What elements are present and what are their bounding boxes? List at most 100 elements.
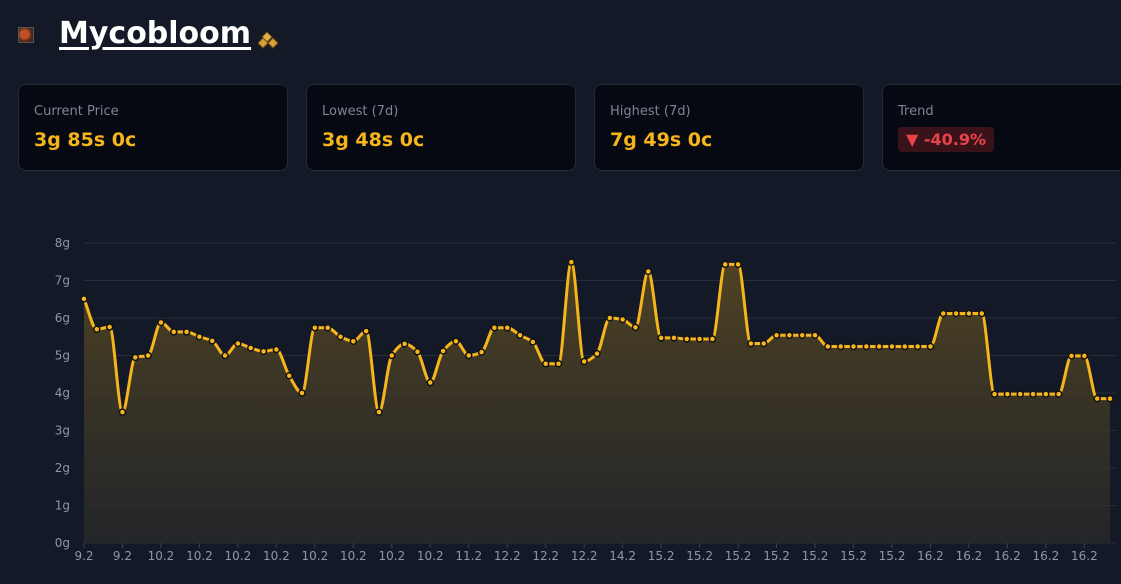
x-tick-label: 9.2 (74, 549, 93, 563)
data-point[interactable] (452, 337, 460, 345)
stat-card-highest: Highest (7d) 7g 49s 0c (594, 84, 864, 171)
data-point[interactable] (298, 389, 306, 397)
data-point[interactable] (1093, 394, 1101, 403)
data-point[interactable] (657, 334, 665, 342)
data-point[interactable] (888, 342, 896, 351)
data-point[interactable] (798, 331, 806, 339)
data-point[interactable] (311, 324, 319, 332)
data-point[interactable] (144, 351, 152, 360)
data-point[interactable] (1003, 390, 1012, 398)
data-point[interactable] (670, 334, 678, 342)
data-point[interactable] (836, 342, 845, 351)
data-point[interactable] (939, 309, 948, 318)
stat-value: 7g 49s 0c (610, 129, 713, 151)
data-point[interactable] (593, 349, 601, 358)
data-point[interactable] (477, 348, 486, 356)
data-point[interactable] (952, 309, 960, 318)
data-point[interactable] (362, 327, 370, 335)
data-point[interactable] (965, 309, 973, 318)
data-point[interactable] (221, 351, 229, 360)
data-point[interactable] (683, 335, 691, 343)
data-point[interactable] (580, 357, 588, 366)
data-point[interactable] (1080, 352, 1089, 360)
data-point[interactable] (490, 324, 499, 332)
data-point[interactable] (849, 342, 858, 351)
data-point[interactable] (811, 331, 819, 339)
data-point[interactable] (824, 342, 832, 351)
data-point[interactable] (1042, 390, 1050, 398)
data-point[interactable] (93, 325, 101, 333)
data-point[interactable] (208, 337, 216, 345)
stat-card-lowest: Lowest (7d) 3g 48s 0c (306, 84, 576, 171)
data-point[interactable] (695, 335, 704, 343)
data-point[interactable] (349, 337, 358, 345)
x-tick-label: 10.2 (301, 549, 328, 563)
data-point[interactable] (388, 351, 396, 360)
data-point[interactable] (465, 351, 473, 360)
data-point[interactable] (503, 324, 511, 332)
data-point[interactable] (541, 360, 550, 368)
x-tick-label: 16.2 (917, 549, 944, 563)
data-point[interactable] (990, 390, 999, 398)
data-point[interactable] (259, 347, 268, 356)
data-point[interactable] (375, 408, 383, 416)
data-point[interactable] (1016, 390, 1024, 398)
x-tick-label: 14.2 (609, 549, 636, 563)
data-point[interactable] (118, 408, 127, 416)
data-point[interactable] (554, 360, 563, 368)
x-tick-label: 10.2 (186, 549, 213, 563)
stat-value: 3g 85s 0c (34, 129, 137, 151)
item-title[interactable]: Mycobloom (59, 16, 252, 51)
data-point[interactable] (785, 331, 794, 339)
data-point[interactable] (131, 353, 140, 362)
data-point[interactable] (234, 339, 242, 348)
data-point[interactable] (439, 347, 447, 355)
data-point[interactable] (182, 328, 191, 336)
data-point[interactable] (862, 342, 871, 351)
data-point[interactable] (978, 309, 986, 318)
data-point[interactable] (875, 342, 883, 351)
data-point[interactable] (618, 315, 627, 324)
data-point[interactable] (272, 345, 281, 354)
price-area (84, 262, 1110, 543)
data-point[interactable] (336, 333, 345, 341)
data-point[interactable] (721, 260, 729, 269)
data-point[interactable] (157, 318, 165, 327)
data-point[interactable] (1067, 352, 1076, 360)
data-point[interactable] (323, 324, 332, 332)
data-point[interactable] (1029, 390, 1037, 398)
data-point[interactable] (567, 258, 576, 266)
data-point[interactable] (708, 335, 717, 343)
y-tick-label: 2g (55, 461, 70, 475)
data-point[interactable] (734, 260, 742, 269)
data-point[interactable] (516, 331, 524, 339)
data-point[interactable] (413, 348, 422, 356)
data-point[interactable] (606, 314, 614, 322)
data-point[interactable] (246, 344, 255, 352)
data-point[interactable] (926, 342, 935, 351)
data-point[interactable] (80, 295, 88, 303)
data-point[interactable] (426, 378, 435, 387)
data-point[interactable] (772, 331, 781, 339)
data-point[interactable] (901, 342, 909, 351)
data-point[interactable] (747, 339, 755, 348)
data-point[interactable] (195, 333, 204, 341)
data-point[interactable] (529, 338, 537, 346)
x-tick-label: 16.2 (956, 549, 983, 563)
data-point[interactable] (644, 267, 653, 276)
data-point[interactable] (105, 323, 114, 331)
y-tick-label: 6g (55, 311, 70, 325)
data-point[interactable] (1106, 394, 1114, 403)
data-point[interactable] (913, 342, 922, 351)
data-point[interactable] (285, 372, 293, 380)
x-tick-label: 10.2 (263, 549, 290, 563)
data-point[interactable] (631, 323, 640, 332)
x-tick-label: 10.2 (378, 549, 405, 563)
trend-badge: ▼ -40.9% (898, 127, 995, 152)
data-point[interactable] (759, 339, 768, 348)
data-point[interactable] (1054, 390, 1063, 398)
mycobloom-herb-icon (18, 27, 34, 43)
y-tick-label: 3g (55, 424, 70, 438)
data-point[interactable] (400, 340, 409, 348)
data-point[interactable] (170, 328, 178, 336)
